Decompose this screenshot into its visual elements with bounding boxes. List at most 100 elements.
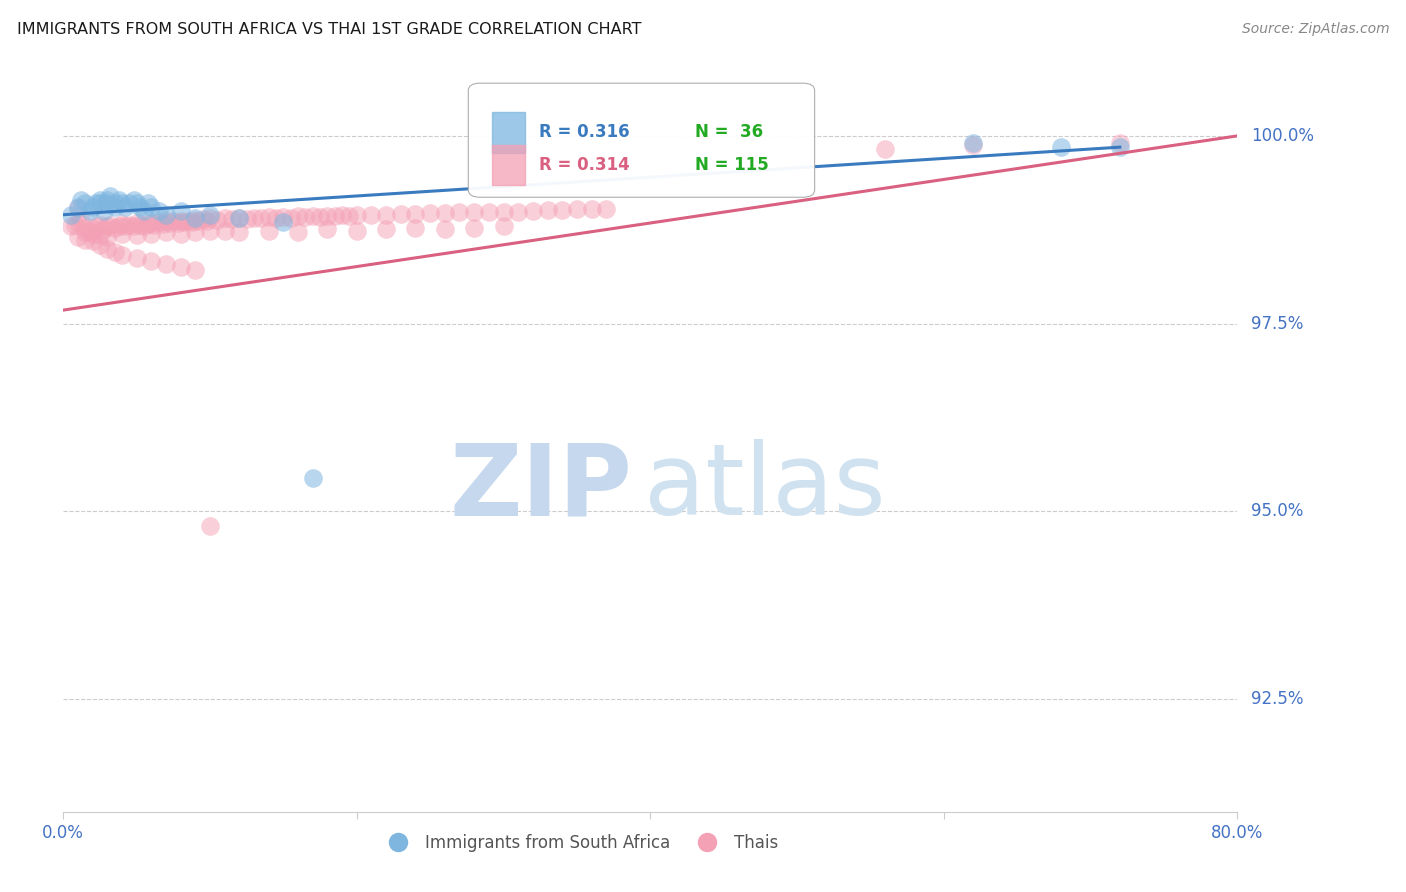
Point — [98, 189, 121, 203]
Point — [96, 219, 118, 233]
Point — [111, 227, 134, 241]
Point — [405, 207, 427, 221]
Point — [346, 223, 368, 237]
Point — [166, 216, 188, 230]
Point — [114, 200, 136, 214]
Point — [198, 224, 221, 238]
Point — [492, 204, 515, 219]
Point — [508, 204, 530, 219]
Point — [280, 211, 302, 225]
Point — [595, 202, 617, 216]
Point — [125, 227, 148, 242]
Point — [1108, 140, 1130, 154]
Point — [93, 222, 115, 236]
Text: N =  36: N = 36 — [695, 123, 763, 141]
Point — [143, 218, 166, 232]
Point — [98, 218, 121, 232]
Point — [70, 213, 93, 227]
Point — [184, 262, 207, 277]
Point — [89, 193, 111, 207]
Point — [228, 211, 250, 226]
Point — [155, 256, 177, 270]
Point — [89, 218, 111, 232]
Point — [138, 217, 160, 231]
Point — [198, 208, 221, 222]
Point — [228, 225, 250, 239]
Point — [162, 214, 184, 228]
Point — [122, 219, 145, 233]
Point — [287, 209, 309, 223]
Point — [148, 204, 170, 219]
Point — [75, 225, 97, 239]
Point — [118, 218, 141, 232]
Point — [316, 209, 339, 223]
Point — [478, 204, 501, 219]
Text: 92.5%: 92.5% — [1251, 690, 1303, 708]
Point — [132, 204, 155, 219]
Point — [63, 218, 86, 232]
Point — [79, 225, 101, 239]
Point — [118, 196, 141, 211]
Point — [66, 230, 89, 244]
Point — [463, 220, 485, 235]
Point — [405, 220, 427, 235]
Point — [104, 220, 127, 235]
Point — [184, 211, 207, 226]
Point — [191, 212, 214, 227]
Point — [360, 208, 382, 222]
Point — [198, 211, 221, 226]
Point — [433, 206, 456, 220]
Point — [173, 215, 195, 229]
Point — [565, 202, 588, 217]
FancyBboxPatch shape — [468, 83, 814, 197]
Point — [323, 209, 346, 223]
Point — [155, 208, 177, 222]
Point — [114, 219, 136, 233]
Point — [264, 211, 287, 225]
Point — [66, 215, 89, 229]
Point — [141, 216, 163, 230]
Point — [250, 211, 273, 226]
Point — [375, 208, 398, 222]
Text: R = 0.314: R = 0.314 — [538, 156, 630, 174]
Point — [1050, 140, 1073, 154]
Point — [581, 202, 603, 216]
Legend: Immigrants from South Africa, Thais: Immigrants from South Africa, Thais — [375, 827, 785, 859]
Point — [96, 196, 118, 211]
Text: 95.0%: 95.0% — [1251, 502, 1303, 520]
Point — [59, 219, 82, 233]
Point — [962, 136, 984, 151]
Point — [184, 225, 207, 239]
Point — [141, 200, 163, 214]
Point — [187, 214, 209, 228]
Point — [148, 215, 170, 229]
Point — [104, 200, 127, 214]
Point — [257, 210, 280, 224]
Point — [66, 200, 89, 214]
Point — [1108, 136, 1130, 151]
Point — [104, 245, 127, 260]
Point — [228, 211, 250, 226]
Point — [157, 216, 180, 230]
Point — [316, 222, 339, 236]
Point — [177, 213, 200, 227]
Point — [96, 242, 118, 256]
Point — [243, 211, 266, 225]
Point — [89, 237, 111, 252]
Point — [257, 223, 280, 237]
Point — [141, 227, 163, 241]
Point — [433, 222, 456, 236]
Point — [169, 204, 191, 219]
Point — [492, 219, 515, 233]
Point — [330, 209, 353, 223]
Point — [111, 217, 134, 231]
Point — [89, 196, 111, 211]
Point — [128, 218, 150, 232]
Point — [536, 203, 558, 218]
Point — [125, 196, 148, 211]
Point — [70, 193, 93, 207]
Text: R = 0.316: R = 0.316 — [538, 123, 630, 141]
Text: Source: ZipAtlas.com: Source: ZipAtlas.com — [1241, 22, 1389, 37]
Point — [195, 213, 218, 227]
Point — [84, 219, 107, 233]
